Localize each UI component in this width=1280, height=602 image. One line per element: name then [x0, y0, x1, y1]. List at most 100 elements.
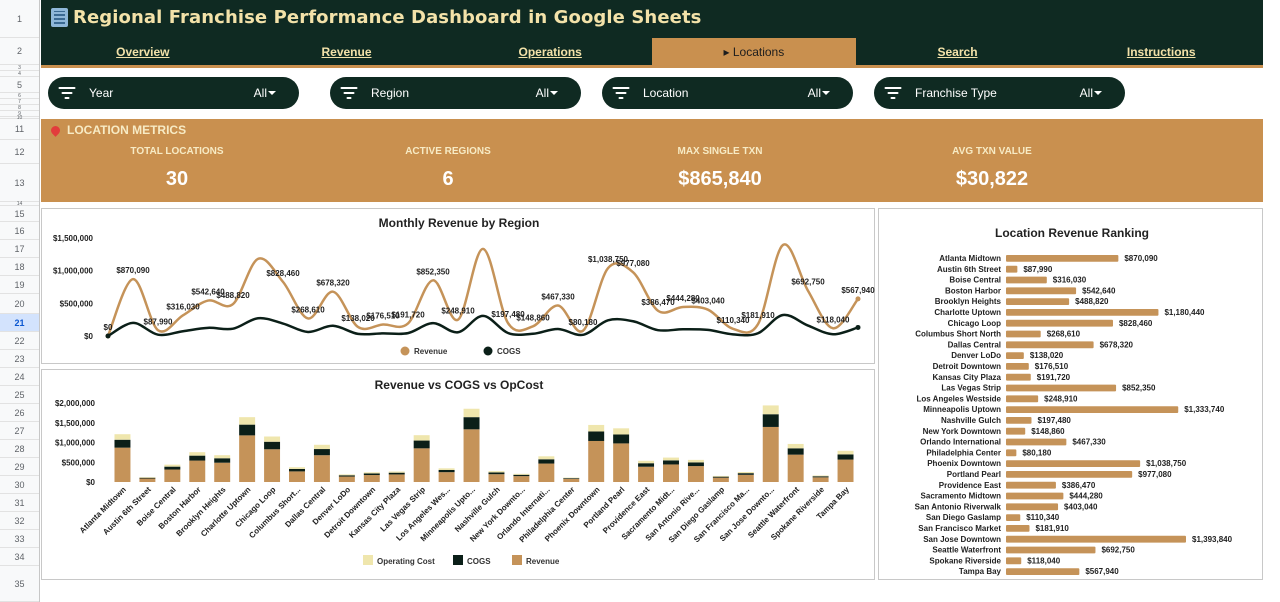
data-label: $80,180	[569, 318, 598, 327]
bar-segment-cogs	[812, 476, 829, 478]
bar-segment-revenue	[214, 462, 231, 482]
y-tick-label: Sacramento Midtown	[921, 492, 1002, 501]
nav-tab-revenue[interactable]: Revenue	[245, 38, 449, 65]
caret-down-icon[interactable]	[1094, 91, 1102, 95]
bar-segment-operating-cost	[164, 464, 181, 467]
filter-value[interactable]: All	[1079, 86, 1093, 100]
row-number[interactable]: 11	[0, 119, 39, 140]
row-number[interactable]: 16	[0, 222, 39, 240]
data-point	[105, 333, 111, 339]
data-label: $467,330	[1072, 438, 1106, 447]
y-tick-label: San Francisco Market	[918, 524, 1001, 533]
row-number[interactable]: 19	[0, 276, 39, 294]
row-number[interactable]: 20	[0, 294, 39, 314]
filter-value[interactable]: All	[253, 86, 267, 100]
row-number[interactable]: 8	[0, 105, 39, 111]
ranking-bar	[1006, 535, 1186, 543]
row-number[interactable]: 25	[0, 386, 39, 404]
filter-value[interactable]: All	[807, 86, 821, 100]
bar-segment-cogs	[787, 448, 804, 455]
filter-region[interactable]: Region All	[330, 77, 581, 109]
monthly-revenue-chart[interactable]: Monthly Revenue by Region $0 $500,000 $1,00…	[41, 208, 875, 364]
y-tick-label: Austin 6th Street	[937, 265, 1001, 274]
building-icon	[51, 8, 68, 27]
data-label: $488,820	[1075, 297, 1109, 306]
y-tick-label: Columbus Short North	[915, 330, 1001, 339]
caret-down-icon[interactable]	[550, 91, 558, 95]
row-number[interactable]: 15	[0, 206, 39, 222]
legend-swatch	[363, 555, 373, 565]
row-number[interactable]: 18	[0, 258, 39, 276]
y-tick-label: $500,000	[62, 458, 96, 467]
row-number[interactable]: 33	[0, 530, 39, 548]
row-number[interactable]: 23	[0, 350, 39, 368]
data-label: $1,038,750	[1146, 459, 1187, 468]
data-label: $110,340	[717, 316, 750, 325]
nav-tab-locations[interactable]: ▸ Locations	[652, 38, 856, 65]
bar-segment-revenue	[787, 454, 804, 482]
location-revenue-ranking-chart[interactable]: Location Revenue Ranking Atlanta Midtown $…	[878, 208, 1263, 580]
bar-segment-revenue	[264, 449, 281, 482]
bar-segment-cogs	[463, 417, 480, 430]
row-number[interactable]: 27	[0, 422, 39, 440]
revenue-cogs-opcost-chart[interactable]: Revenue vs COGS vs OpCost $0 $500,000 $1,00…	[41, 369, 875, 580]
data-label: $870,090	[116, 266, 150, 275]
nav-tab-label: Operations	[518, 44, 582, 59]
row-number[interactable]: 34	[0, 548, 39, 566]
data-label: $118,040	[817, 315, 850, 324]
nav-tab-instructions[interactable]: Instructions	[1059, 38, 1263, 65]
row-number[interactable]: 14	[0, 201, 39, 207]
row-number[interactable]: 24	[0, 368, 39, 386]
row-number[interactable]: 9	[0, 111, 39, 117]
bar-segment-revenue	[239, 435, 256, 482]
data-label: $403,040	[691, 297, 725, 306]
row-number[interactable]: 28	[0, 440, 39, 458]
data-label: $176,510	[1035, 362, 1069, 371]
bar-segment-revenue	[289, 471, 305, 482]
nav-tab-search[interactable]: Search	[856, 38, 1060, 65]
row-number[interactable]: 12	[0, 140, 39, 164]
row-number[interactable]: 17	[0, 240, 39, 258]
row-number[interactable]: 10	[0, 115, 39, 121]
row-number[interactable]: 29	[0, 458, 39, 476]
bar-segment-revenue	[363, 475, 380, 482]
bar-segment-operating-cost	[313, 444, 330, 450]
row-number[interactable]: 31	[0, 494, 39, 512]
data-label: $268,610	[291, 305, 325, 314]
row-number[interactable]: 30	[0, 476, 39, 494]
bar-segment-operating-cost	[712, 475, 729, 477]
data-label: $316,030	[166, 302, 200, 311]
row-number[interactable]: 26	[0, 404, 39, 422]
y-tick-label: Boise Central	[949, 276, 1001, 285]
data-label: $191,720	[391, 310, 425, 319]
filter-year[interactable]: Year All	[48, 77, 299, 109]
row-number[interactable]: 2	[0, 38, 39, 65]
filter-location[interactable]: Location All	[602, 77, 853, 109]
row-number[interactable]: 21	[0, 314, 39, 332]
caret-down-icon[interactable]	[822, 91, 830, 95]
filter-value[interactable]: All	[535, 86, 549, 100]
metric-value: $30,822	[955, 168, 1029, 190]
row-number[interactable]: 1	[0, 0, 39, 38]
filter-franchise-type[interactable]: Franchise Type All	[874, 77, 1125, 109]
ranking-bar	[1006, 319, 1113, 327]
filter-icon	[612, 86, 629, 100]
row-number[interactable]: 13	[0, 164, 39, 202]
bar-segment-revenue	[613, 443, 630, 482]
row-number[interactable]: 6	[0, 93, 39, 99]
nav-tab-overview[interactable]: Overview	[41, 38, 245, 65]
row-number[interactable]: 3	[0, 65, 39, 71]
y-tick-label: Phoenix Downtown	[927, 459, 1001, 468]
bar-segment-cogs	[239, 424, 256, 436]
caret-down-icon[interactable]	[268, 91, 276, 95]
row-number[interactable]: 32	[0, 512, 39, 530]
data-point	[855, 296, 861, 302]
row-number[interactable]: 4	[0, 71, 39, 77]
row-number[interactable]: 35	[0, 566, 39, 602]
nav-tab-operations[interactable]: Operations	[448, 38, 652, 65]
row-number[interactable]: 22	[0, 332, 39, 350]
row-number[interactable]: 7	[0, 99, 39, 105]
y-tick-label: Denver LoDo	[951, 351, 1001, 360]
row-number[interactable]: 5	[0, 77, 39, 93]
bar-segment-operating-cost	[388, 471, 405, 473]
